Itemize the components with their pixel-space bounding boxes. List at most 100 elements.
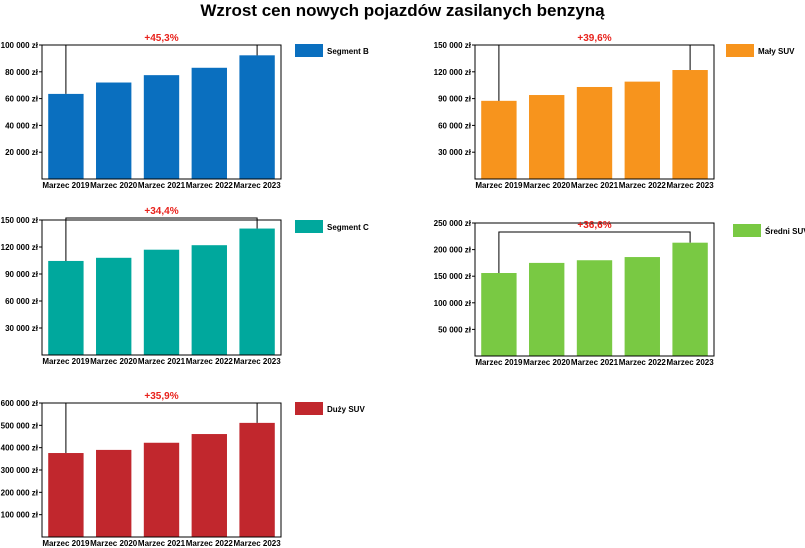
x-tick-label: Marzec 2021 [138, 181, 186, 190]
y-tick-label: 40 000 zł [5, 121, 39, 130]
y-tick-label: 20 000 zł [5, 148, 39, 157]
bar [481, 100, 517, 179]
x-tick-label: Marzec 2021 [138, 357, 186, 366]
chart-panel-1: 20 000 zł 40 000 zł 60 000 zł 80 000 zł 100 … [1, 33, 369, 190]
y-tick-label: 60 000 zł [438, 121, 472, 130]
chart-panel-2: 30 000 zł 60 000 zł 90 000 zł 120 000 zł 150… [434, 33, 795, 190]
change-bracket [498, 44, 691, 101]
x-tick-label: Marzec 2022 [619, 358, 667, 367]
change-label: +36,6% [577, 220, 611, 231]
x-tick-label: Marzec 2022 [186, 357, 234, 366]
x-tick-label: Marzec 2023 [234, 357, 282, 366]
bar [48, 93, 84, 179]
bar [96, 257, 132, 355]
bar [481, 273, 517, 356]
y-tick-label: 150 000 zł [1, 216, 39, 225]
change-bracket [65, 217, 258, 261]
bar [576, 86, 613, 179]
bar [624, 81, 660, 179]
bar [529, 262, 565, 356]
y-tick-label: 120 000 zł [434, 68, 472, 77]
legend-label: Mały SUV [758, 47, 795, 56]
y-tick-label: 60 000 zł [5, 95, 39, 104]
x-tick-label: Marzec 2019 [42, 181, 90, 190]
y-tick-label: 600 000 zł [1, 399, 39, 408]
legend-label: Segment C [327, 223, 369, 232]
change-label: +45,3% [144, 33, 178, 44]
change-label: +35,9% [144, 391, 178, 402]
chart-panel-4: 50 000 zł 100 000 zł 150 000 zł 200 000 zł 2… [434, 219, 805, 367]
chart-panel-5: 100 000 zł 200 000 zł 300 000 zł 400 000 zł… [1, 391, 366, 548]
x-tick-label: Marzec 2021 [138, 539, 186, 548]
y-tick-label: 300 000 zł [1, 466, 39, 475]
x-tick-label: Marzec 2019 [475, 358, 523, 367]
y-tick-label: 200 000 zł [1, 488, 39, 497]
x-tick-label: Marzec 2019 [42, 539, 90, 548]
bar [576, 260, 613, 356]
bar [239, 55, 275, 179]
legend-swatch [295, 402, 323, 415]
plot-frame [474, 222, 715, 357]
bar [672, 242, 708, 356]
x-tick-label: Marzec 2023 [667, 358, 715, 367]
y-tick-label: 60 000 zł [5, 297, 39, 306]
bar [48, 453, 84, 537]
y-tick-label: 400 000 zł [1, 444, 39, 453]
legend-swatch [295, 44, 323, 57]
x-tick-label: Marzec 2020 [90, 539, 138, 548]
bar [624, 257, 660, 356]
y-tick-label: 200 000 zł [434, 246, 472, 255]
page-title: Wzrost cen nowych pojazdów zasilanych be… [200, 1, 605, 20]
y-tick-label: 150 000 zł [434, 272, 472, 281]
legend-swatch [733, 224, 761, 237]
x-tick-label: Marzec 2023 [667, 181, 715, 190]
y-tick-label: 80 000 zł [5, 68, 39, 77]
x-tick-label: Marzec 2020 [90, 357, 138, 366]
legend-swatch [726, 44, 754, 57]
change-bracket [498, 231, 691, 274]
x-tick-label: Marzec 2020 [523, 181, 571, 190]
legend-swatch [295, 220, 323, 233]
y-tick-label: 150 000 zł [434, 41, 472, 50]
y-tick-label: 100 000 zł [434, 299, 472, 308]
bar [239, 228, 275, 355]
y-tick-label: 250 000 zł [434, 219, 472, 228]
x-tick-label: Marzec 2019 [42, 357, 90, 366]
bar [143, 75, 180, 179]
x-tick-label: Marzec 2020 [90, 181, 138, 190]
y-tick-label: 100 000 zł [1, 41, 39, 50]
x-tick-label: Marzec 2019 [475, 181, 523, 190]
x-tick-label: Marzec 2021 [571, 181, 619, 190]
y-tick-label: 50 000 zł [438, 325, 472, 334]
legend-label: Segment B [327, 47, 369, 56]
bar [48, 260, 84, 355]
bar [143, 249, 180, 355]
y-tick-label: 30 000 zł [5, 324, 39, 333]
y-tick-label: 100 000 zł [1, 511, 39, 520]
change-bracket [65, 44, 258, 94]
bar [96, 82, 132, 179]
x-tick-label: Marzec 2022 [619, 181, 667, 190]
x-tick-label: Marzec 2022 [186, 181, 234, 190]
change-label: +34,4% [144, 206, 178, 217]
y-tick-label: 90 000 zł [438, 95, 472, 104]
change-bracket [65, 402, 258, 454]
bar [191, 434, 227, 537]
legend-label: Średni SUV [765, 227, 805, 236]
x-tick-label: Marzec 2020 [523, 358, 571, 367]
y-tick-label: 500 000 zł [1, 421, 39, 430]
bar [239, 422, 275, 537]
y-tick-label: 120 000 zł [1, 243, 39, 252]
bar [143, 442, 180, 537]
x-tick-label: Marzec 2021 [571, 358, 619, 367]
bar [191, 245, 227, 355]
y-tick-label: 90 000 zł [5, 270, 39, 279]
change-label: +39,6% [577, 33, 611, 44]
bar [529, 95, 565, 179]
bar [191, 67, 227, 179]
x-tick-label: Marzec 2023 [234, 539, 282, 548]
x-tick-label: Marzec 2022 [186, 539, 234, 548]
chart-panel-3: 30 000 zł 60 000 zł 90 000 zł 120 000 zł 150… [1, 206, 369, 366]
legend-label: Duży SUV [327, 405, 365, 414]
